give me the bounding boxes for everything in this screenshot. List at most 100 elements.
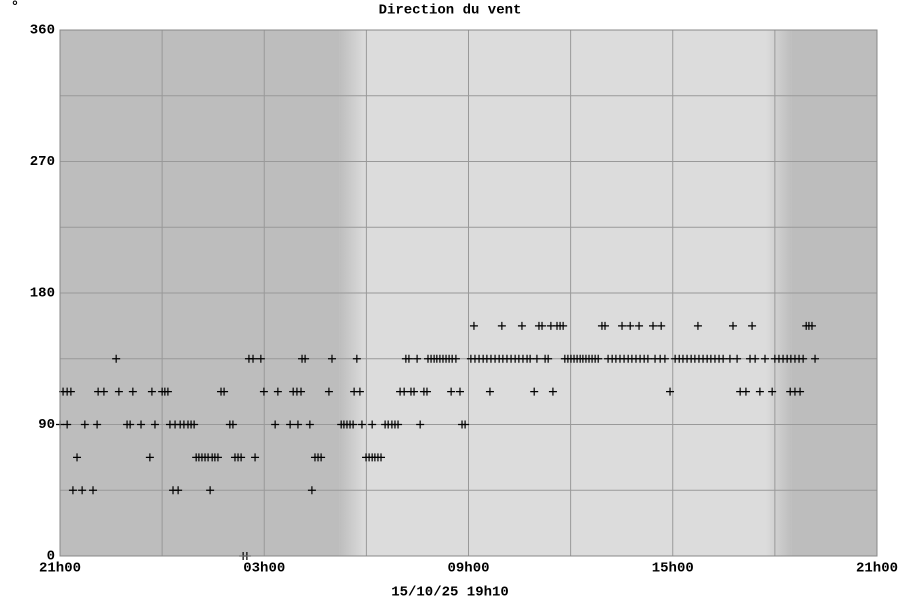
data-point	[796, 387, 805, 396]
data-point	[626, 321, 635, 330]
data-point	[751, 354, 760, 363]
data-point	[368, 420, 377, 429]
x-tick-label: 09h00	[447, 561, 489, 577]
data-point	[137, 420, 146, 429]
data-point	[729, 321, 738, 330]
data-point	[748, 321, 757, 330]
data-point	[693, 321, 702, 330]
data-point	[649, 321, 658, 330]
data-point	[271, 420, 280, 429]
data-point	[768, 387, 777, 396]
x-tick-label: 21h00	[39, 561, 81, 577]
data-point	[618, 321, 627, 330]
data-point	[190, 420, 199, 429]
y-tick-label: 270	[30, 154, 55, 170]
data-point	[741, 387, 750, 396]
data-point	[256, 354, 265, 363]
data-point	[517, 321, 526, 330]
data-point	[317, 453, 326, 462]
data-point	[725, 354, 734, 363]
data-point	[799, 354, 808, 363]
data-point	[228, 420, 237, 429]
data-point	[307, 486, 316, 495]
data-point	[327, 354, 336, 363]
data-point	[89, 486, 98, 495]
data-point	[548, 387, 557, 396]
data-point	[469, 321, 478, 330]
x-tick-label: 03h00	[243, 561, 285, 577]
data-point	[114, 387, 123, 396]
data-point	[755, 387, 764, 396]
data-point	[251, 453, 260, 462]
data-point	[73, 453, 82, 462]
data-point	[601, 321, 610, 330]
data-point	[410, 387, 419, 396]
y-tick-label: 90	[38, 417, 55, 433]
data-point	[413, 354, 422, 363]
y-tick-label: 360	[30, 23, 55, 39]
data-point	[538, 321, 547, 330]
data-point	[377, 453, 386, 462]
data-point	[301, 354, 310, 363]
data-point	[594, 354, 603, 363]
data-point	[451, 354, 460, 363]
data-point	[357, 420, 366, 429]
data-point	[66, 387, 75, 396]
data-point	[112, 354, 121, 363]
data-point	[394, 420, 403, 429]
footer-timestamp: 15/10/25 19h10	[391, 585, 509, 600]
data-point	[497, 321, 506, 330]
data-point	[404, 354, 413, 363]
data-point	[447, 387, 456, 396]
plot-frame	[59, 29, 878, 557]
data-point	[145, 453, 154, 462]
data-point	[643, 354, 652, 363]
data-point	[147, 387, 156, 396]
data-point	[68, 486, 77, 495]
data-point	[400, 387, 409, 396]
data-point	[532, 354, 541, 363]
data-point	[128, 387, 137, 396]
data-point	[559, 321, 568, 330]
data-point	[355, 387, 364, 396]
data-point	[293, 420, 302, 429]
data-point	[163, 387, 172, 396]
data-point	[526, 354, 535, 363]
data-point	[78, 486, 87, 495]
y-tick-label: 180	[30, 286, 55, 302]
x-tick-label: 15h00	[652, 561, 694, 577]
data-point	[719, 354, 728, 363]
data-point	[733, 354, 742, 363]
data-point	[422, 387, 431, 396]
data-point	[807, 321, 816, 330]
data-point	[530, 387, 539, 396]
data-point	[126, 420, 135, 429]
data-point	[657, 321, 666, 330]
data-point	[99, 387, 108, 396]
x-tick-label: 21h00	[856, 561, 898, 577]
data-point	[297, 387, 306, 396]
data-point	[305, 420, 314, 429]
data-point	[80, 420, 89, 429]
data-point	[666, 387, 675, 396]
data-point	[206, 486, 215, 495]
data-point	[485, 387, 494, 396]
data-point	[273, 387, 282, 396]
data-point	[811, 354, 820, 363]
data-point	[761, 354, 770, 363]
data-point	[93, 420, 102, 429]
data-point	[352, 354, 361, 363]
data-point	[461, 420, 470, 429]
data-point	[635, 321, 644, 330]
data-point	[150, 420, 159, 429]
y-axis-unit: °	[11, 0, 19, 16]
data-point	[416, 420, 425, 429]
y-tick-label: 0	[47, 549, 55, 565]
data-point	[174, 486, 183, 495]
data-point	[455, 387, 464, 396]
data-point	[660, 354, 669, 363]
data-point	[286, 420, 295, 429]
data-point	[259, 387, 268, 396]
data-point	[237, 453, 246, 462]
